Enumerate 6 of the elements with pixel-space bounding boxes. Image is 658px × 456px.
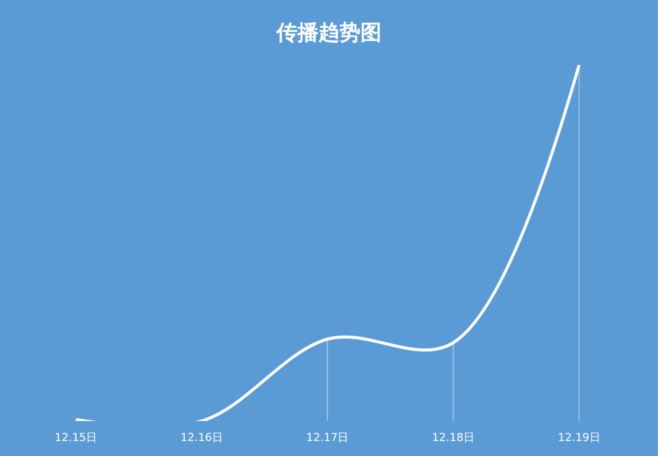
x-tick-label: 12.15日 [54,431,98,444]
x-tick-label: 12.17日 [306,431,349,444]
x-tick-label: 12.18日 [432,431,475,444]
x-tick-label: 12.19日 [558,431,600,444]
x-tick-label: 12.16日 [180,431,223,444]
chart-title: 传播趋势图 [276,20,382,44]
